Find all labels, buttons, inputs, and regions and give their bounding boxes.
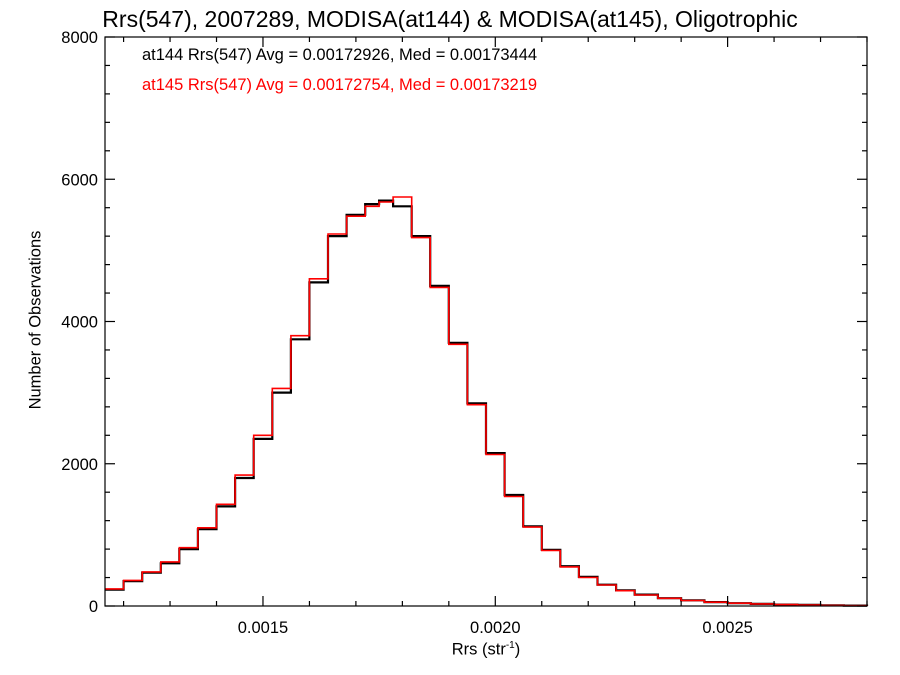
x-axis-label-sup: -1 [505,640,515,651]
y-tick-label: 2000 [61,456,98,474]
series-line-at144 [105,199,869,607]
y-tick-label: 6000 [61,171,98,189]
x-tick-label: 0.0020 [470,619,520,637]
y-tick-label: 0 [89,598,98,616]
x-tick-label: 0.0025 [702,619,752,637]
plot-frame [104,36,868,607]
y-tick-label: 4000 [61,314,98,332]
chart-title: Rrs(547), 2007289, MODISA(at144) & MODIS… [102,6,798,32]
annotation-at145: at145 Rrs(547) Avg = 0.00172754, Med = 0… [142,76,538,94]
y-tick-label: 8000 [61,29,98,47]
annotation-at144: at144 Rrs(547) Avg = 0.00172926, Med = 0… [142,46,538,64]
x-axis-label-end: ) [514,640,521,659]
series-layer [105,196,869,607]
series-line-at145 [105,196,868,607]
x-axis-label-main: Rrs (str [451,640,506,659]
x-tick-label: 0.0015 [238,619,288,637]
x-axis-label: Rrs (str-1) [386,640,586,660]
tick-layer: 0 2000 4000 6000 8000 0.0015 0.0020 0.0025 [61,29,868,637]
y-axis-label: Number of Observations [26,230,45,410]
